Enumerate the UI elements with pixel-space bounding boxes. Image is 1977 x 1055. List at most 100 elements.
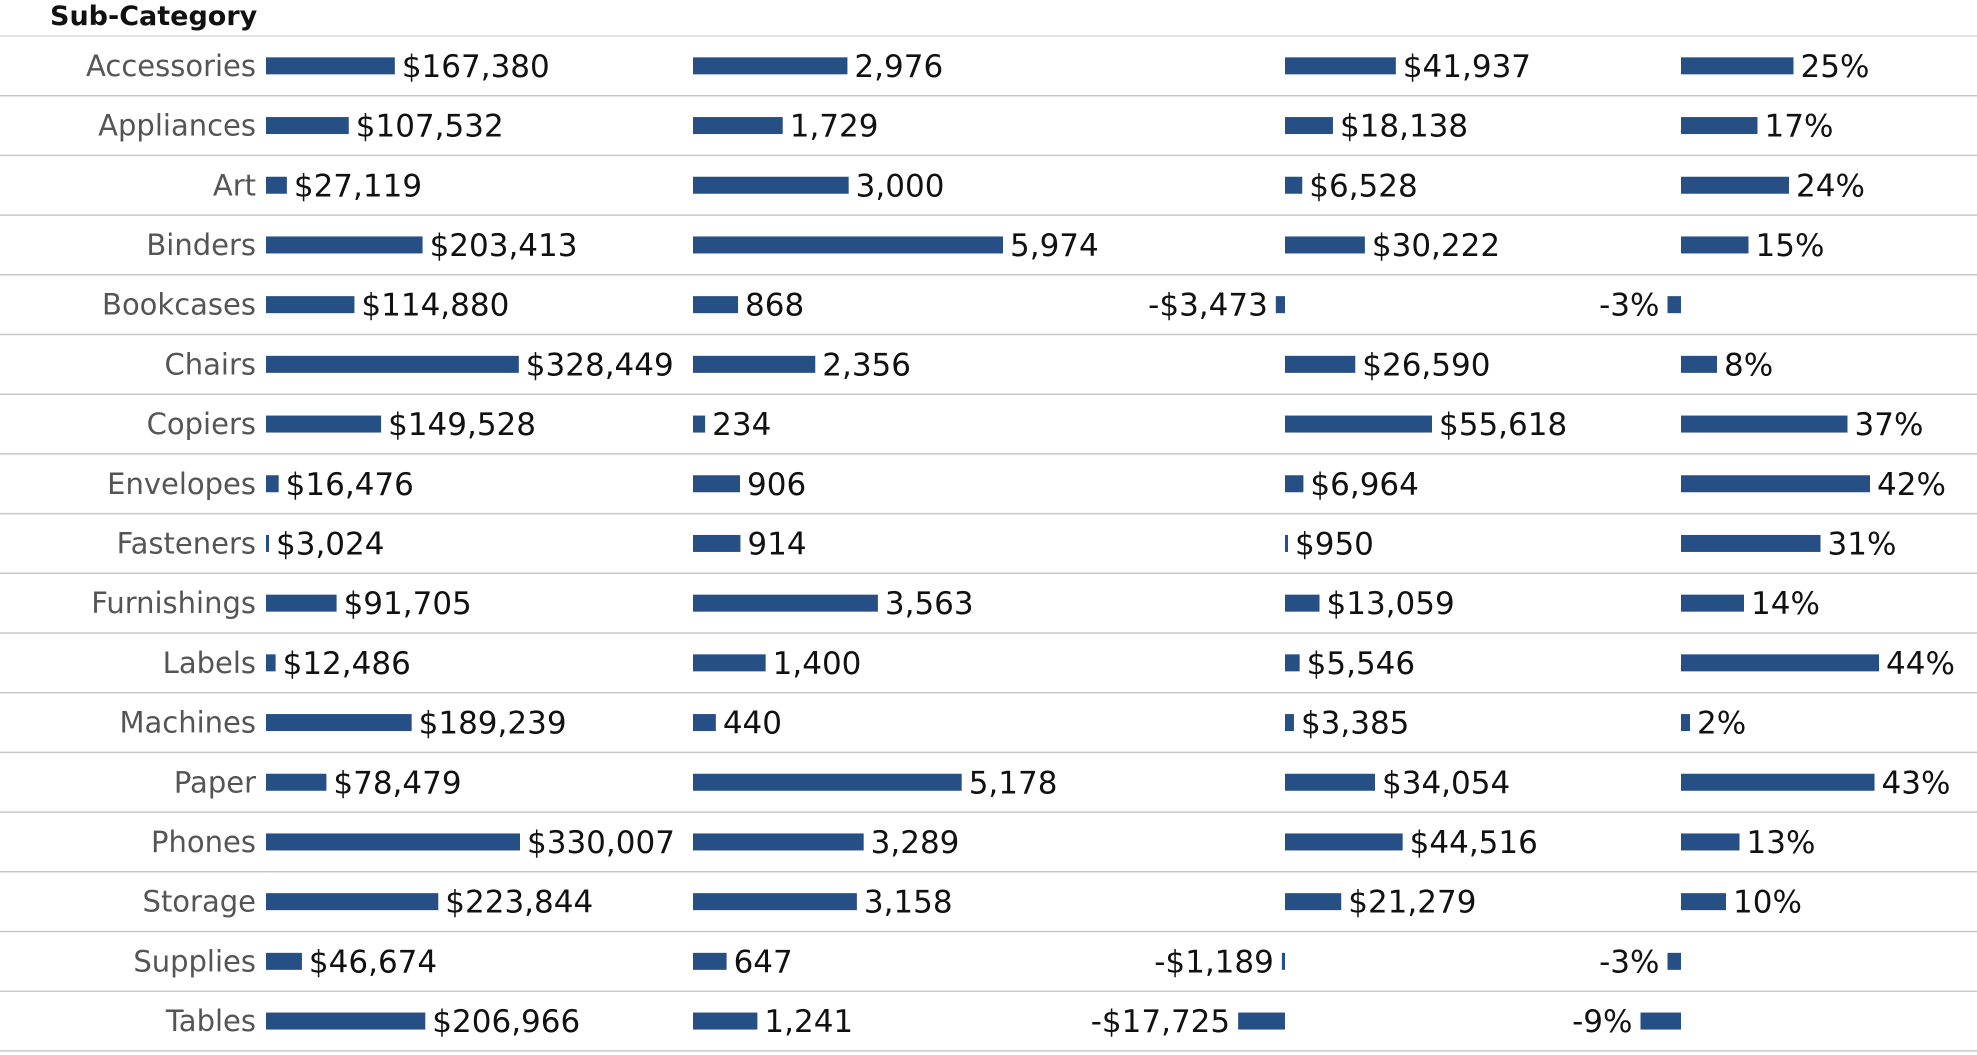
bar-quantity: [693, 236, 1003, 254]
data-label-sales: $223,844: [445, 885, 593, 921]
data-label-quantity: 914: [747, 526, 806, 562]
data-label-sales: $78,479: [333, 765, 461, 801]
bar-sales: [266, 654, 276, 672]
data-label-margin: 17%: [1765, 109, 1834, 145]
data-label-margin: -3%: [1599, 288, 1659, 324]
data-label-profit: $5,546: [1307, 646, 1415, 682]
bar-sales: [266, 893, 439, 911]
bar-quantity: [693, 773, 962, 791]
data-label-profit: $26,590: [1362, 347, 1490, 383]
bar-profit: [1285, 594, 1320, 612]
bar-quantity: [693, 355, 816, 373]
bar-quantity: [693, 1012, 758, 1030]
bar-profit: [1285, 117, 1333, 135]
bar-margin: [1667, 296, 1681, 314]
data-label-sales: $107,532: [356, 109, 504, 145]
data-label-sales: $27,119: [294, 168, 422, 204]
bar-quantity: [693, 296, 739, 314]
data-label-quantity: 2,976: [854, 49, 943, 85]
chart-row: Appliances $107,532 1,729 $18,138 17%: [0, 109, 1977, 157]
data-label-margin: 14%: [1751, 586, 1820, 622]
data-label-margin: 44%: [1886, 646, 1955, 682]
data-label-profit: $6,528: [1309, 168, 1417, 204]
bar-profit: [1285, 415, 1432, 433]
data-label-sales: $12,486: [283, 646, 411, 682]
bar-profit: [1285, 714, 1294, 732]
chart-row: Chairs $328,449 2,356 $26,590 8%: [0, 347, 1977, 395]
data-label-quantity: 5,974: [1010, 228, 1099, 264]
data-label-margin: -9%: [1572, 1004, 1632, 1040]
bar-sales: [266, 57, 395, 75]
column-header-sub-category: Sub-Category: [50, 1, 258, 32]
bar-profit: [1285, 654, 1300, 672]
chart-row: Bookcases $114,880 868 -$3,473 -3%: [0, 288, 1977, 336]
bar-margin: [1681, 355, 1717, 373]
chart-row: Copiers $149,528 234 $55,618 37%: [0, 407, 1977, 455]
category-label: Tables: [165, 1004, 256, 1038]
data-label-profit: -$1,189: [1154, 944, 1274, 980]
bar-margin: [1667, 952, 1681, 970]
bar-margin: [1681, 236, 1749, 254]
category-label: Copiers: [147, 407, 256, 441]
data-label-quantity: 1,241: [764, 1004, 853, 1040]
data-label-profit: $21,279: [1348, 885, 1476, 921]
bar-margin: [1681, 415, 1848, 433]
bar-sales: [266, 1012, 426, 1030]
bar-margin: [1681, 176, 1789, 194]
bar-profit: [1285, 176, 1303, 194]
chart-row: Binders $203,413 5,974 $30,222 15%: [0, 228, 1977, 276]
bar-margin: [1681, 534, 1821, 552]
bar-margin: [1681, 893, 1726, 911]
data-label-margin: 31%: [1828, 526, 1897, 562]
bar-sales: [266, 833, 520, 851]
bar-profit: [1285, 57, 1396, 75]
data-label-profit: $950: [1295, 526, 1374, 562]
bar-margin: [1681, 475, 1870, 493]
bar-sales: [266, 176, 287, 194]
data-label-quantity: 3,158: [864, 885, 953, 921]
chart-row: Machines $189,239 440 $3,385 2%: [0, 706, 1977, 754]
data-label-quantity: 5,178: [969, 765, 1058, 801]
data-label-profit: $41,937: [1403, 49, 1531, 85]
data-label-sales: $91,705: [344, 586, 472, 622]
category-label: Appliances: [98, 109, 256, 143]
bar-sales: [266, 117, 349, 135]
category-label: Storage: [143, 885, 256, 919]
data-label-quantity: 3,000: [856, 168, 945, 204]
chart-row: Fasteners $3,024 914 $950 31%: [0, 526, 1977, 575]
data-label-sales: $149,528: [388, 407, 536, 443]
category-label: Paper: [174, 765, 256, 799]
chart-row: Art $27,119 3,000 $6,528 24%: [0, 168, 1977, 216]
bar-margin: [1681, 57, 1794, 75]
data-label-profit: $3,385: [1301, 706, 1409, 742]
data-label-profit: $34,054: [1382, 765, 1510, 801]
bar-margin: [1681, 654, 1879, 672]
bar-quantity: [693, 714, 716, 732]
bar-quantity: [693, 176, 849, 194]
chart-row: Tables $206,966 1,241 -$17,725 -9%: [0, 1004, 1977, 1052]
bar-margin: [1681, 714, 1690, 732]
data-label-margin: 10%: [1733, 885, 1802, 921]
data-label-sales: $16,476: [286, 467, 414, 503]
bar-sales: [266, 714, 412, 732]
category-label: Bookcases: [102, 288, 256, 322]
data-label-profit: -$3,473: [1148, 288, 1268, 324]
data-label-sales: $330,007: [527, 825, 675, 861]
bar-profit: [1285, 475, 1304, 493]
data-label-margin: 43%: [1882, 765, 1951, 801]
data-label-quantity: 1,729: [790, 109, 879, 145]
data-label-sales: $114,880: [361, 288, 509, 324]
data-label-margin: 2%: [1697, 706, 1746, 742]
chart-row: Labels $12,486 1,400 $5,546 44%: [0, 646, 1977, 694]
category-label: Furnishings: [91, 586, 256, 620]
data-label-quantity: 3,289: [871, 825, 960, 861]
bar-profit: [1285, 236, 1365, 254]
bar-profit: [1238, 1012, 1285, 1030]
bar-quantity: [693, 833, 864, 851]
data-label-profit: $6,964: [1310, 467, 1418, 503]
bar-margin: [1681, 773, 1875, 791]
bar-sales: [266, 415, 382, 433]
bar-quantity: [693, 415, 706, 433]
bar-margin: [1640, 1012, 1681, 1030]
chart-row: Accessories $167,380 2,976 $41,937 25%: [0, 49, 1977, 97]
